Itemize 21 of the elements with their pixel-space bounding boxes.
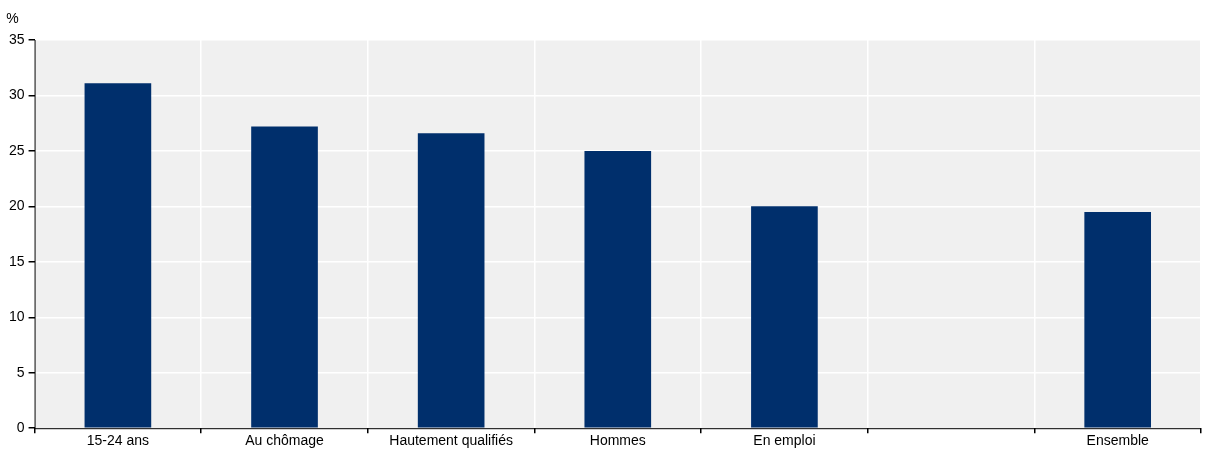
- y-tick-label: 0: [16, 419, 25, 436]
- bar: [84, 83, 152, 428]
- y-tick-label: 10: [8, 308, 25, 325]
- y-axis-title: %: [6, 9, 19, 26]
- y-tick-label: 25: [8, 141, 25, 158]
- x-tick-label: 15-24 ans: [86, 432, 150, 449]
- x-tick-label: En emploi: [753, 432, 816, 449]
- bar: [1084, 211, 1152, 428]
- y-tick-label: 15: [8, 252, 25, 269]
- x-tick-label: Au chômage: [245, 432, 325, 449]
- bar: [417, 133, 485, 428]
- x-tick-label: Hommes: [589, 432, 646, 449]
- x-tick-label: Ensemble: [1086, 432, 1150, 449]
- y-tick-label: 5: [16, 363, 25, 380]
- y-tick-label: 30: [8, 86, 25, 103]
- bar: [584, 150, 652, 428]
- bar: [251, 126, 318, 428]
- x-tick-label: Hautement qualifiés: [389, 432, 514, 449]
- bar: [751, 206, 818, 428]
- y-tick-label: 35: [8, 30, 25, 47]
- y-tick-label: 20: [8, 197, 25, 214]
